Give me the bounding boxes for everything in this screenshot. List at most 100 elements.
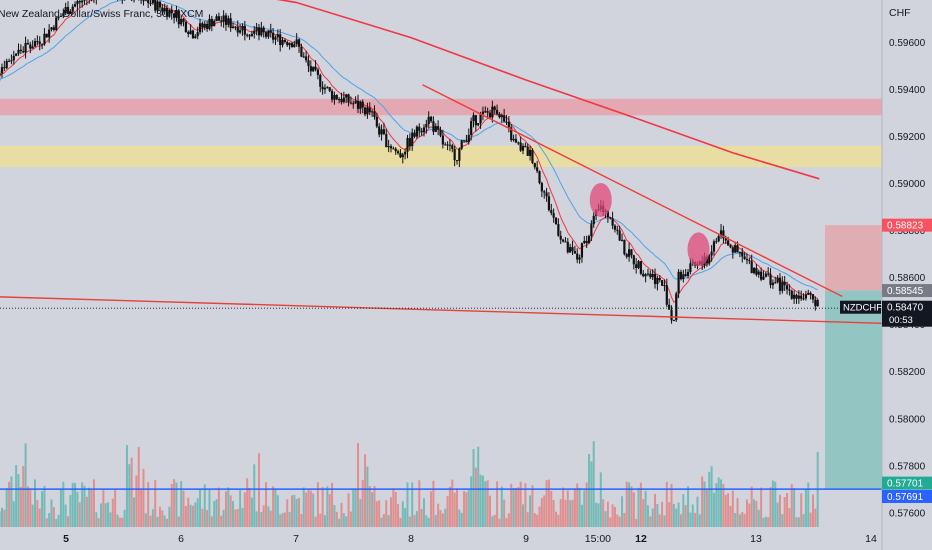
current-price-label-box [882, 300, 932, 327]
volume-bar [305, 492, 308, 527]
volume-bar [180, 481, 183, 527]
candle-body [406, 138, 409, 152]
volume-bar [722, 484, 725, 527]
candle-body [300, 46, 303, 57]
candle-body [738, 251, 741, 253]
candle-body [467, 134, 470, 143]
candle-body [578, 257, 581, 260]
time-axis[interactable]: 5 6 7 8 9 15:00 12 13 14 [63, 533, 877, 545]
volume-bar [389, 497, 392, 527]
candle-body [352, 103, 355, 105]
candle-body [404, 151, 407, 155]
candle-body [366, 107, 369, 115]
touch-point-marker[interactable] [589, 182, 612, 217]
candle-body [7, 60, 11, 62]
volume-bar [130, 457, 133, 527]
volume-bar [166, 518, 169, 527]
descending-trendline[interactable] [422, 84, 843, 298]
volume-bar [109, 512, 112, 527]
volume-bar [741, 511, 744, 527]
candle-body [620, 239, 624, 241]
candle-body [81, 0, 84, 3]
candle-body [790, 290, 793, 299]
candle-body [764, 273, 767, 277]
volume-bar [222, 509, 225, 527]
candle-body [196, 32, 199, 37]
volume-bar [463, 491, 466, 527]
annotations[interactable] [0, 84, 929, 490]
candle-body [580, 243, 584, 258]
volume-bar [441, 513, 444, 527]
candle-body [194, 36, 197, 39]
candle-body [175, 10, 178, 18]
volume-bar [69, 494, 72, 527]
volume-bar [517, 487, 520, 527]
volume-bar [590, 461, 593, 527]
volume-bar [210, 516, 213, 527]
support-trendline[interactable] [0, 296, 929, 326]
candle-body [69, 11, 72, 14]
volume-bar [399, 517, 402, 527]
candle-body [312, 66, 315, 72]
candle-body [760, 271, 763, 280]
candle-body [472, 115, 475, 122]
candle-body [682, 274, 685, 280]
candle-body [512, 138, 515, 141]
volume-bar [564, 499, 567, 527]
candle-body [439, 129, 442, 136]
volume-bar [484, 481, 487, 527]
horizontal-line-price-label: 0.57691 [887, 492, 924, 503]
candle-body [521, 145, 525, 151]
stop-loss-zone[interactable] [825, 225, 883, 291]
candle-body [573, 250, 576, 254]
candle-body [774, 282, 777, 284]
volume-bar [557, 514, 560, 527]
volume-bar [559, 499, 562, 527]
time-tick-label: 5 [63, 533, 69, 545]
candle-body [262, 27, 265, 33]
ema-slow-line [276, 0, 820, 180]
candle-body [491, 106, 494, 118]
candle-body [804, 294, 808, 299]
volume-bar [78, 502, 81, 527]
volume-bar [1, 507, 4, 527]
stop-price-label: 0.58823 [887, 221, 924, 232]
volume-bar [712, 492, 715, 527]
volume-bar [514, 488, 517, 527]
candle-body [71, 6, 74, 12]
volume-bar [804, 489, 807, 527]
candle-body [479, 114, 482, 124]
volume-bar [646, 505, 649, 527]
candle-body [45, 33, 48, 38]
volume-bar [62, 481, 65, 527]
volume-bar [703, 481, 706, 527]
candle-body [38, 41, 41, 45]
volume-bar [196, 498, 199, 527]
candle-body [748, 260, 751, 262]
price-tick-label: 0.58000 [889, 414, 926, 425]
candle-body [571, 247, 574, 251]
position-tool[interactable] [825, 225, 883, 490]
volume-bar [613, 507, 616, 527]
candle-body [260, 27, 263, 36]
candle-body [474, 115, 477, 126]
candle-body [234, 26, 237, 28]
volume-bar [338, 518, 341, 527]
volume-bar [571, 499, 574, 527]
candle-body [222, 15, 225, 22]
volume-bar [260, 511, 263, 527]
candle-body [785, 285, 789, 290]
entry-price-label-box [882, 284, 932, 298]
volume-bar [486, 480, 489, 527]
candle-body [0, 73, 1, 75]
volume-bar [623, 513, 626, 527]
volume-bar [236, 509, 239, 527]
candle-body [684, 274, 687, 276]
touch-point-marker[interactable] [687, 232, 710, 267]
volume-bar [755, 501, 758, 527]
take-profit-zone[interactable] [825, 290, 883, 490]
candle-body [550, 210, 553, 214]
candle-body [26, 42, 30, 45]
volume-bar [74, 483, 77, 527]
